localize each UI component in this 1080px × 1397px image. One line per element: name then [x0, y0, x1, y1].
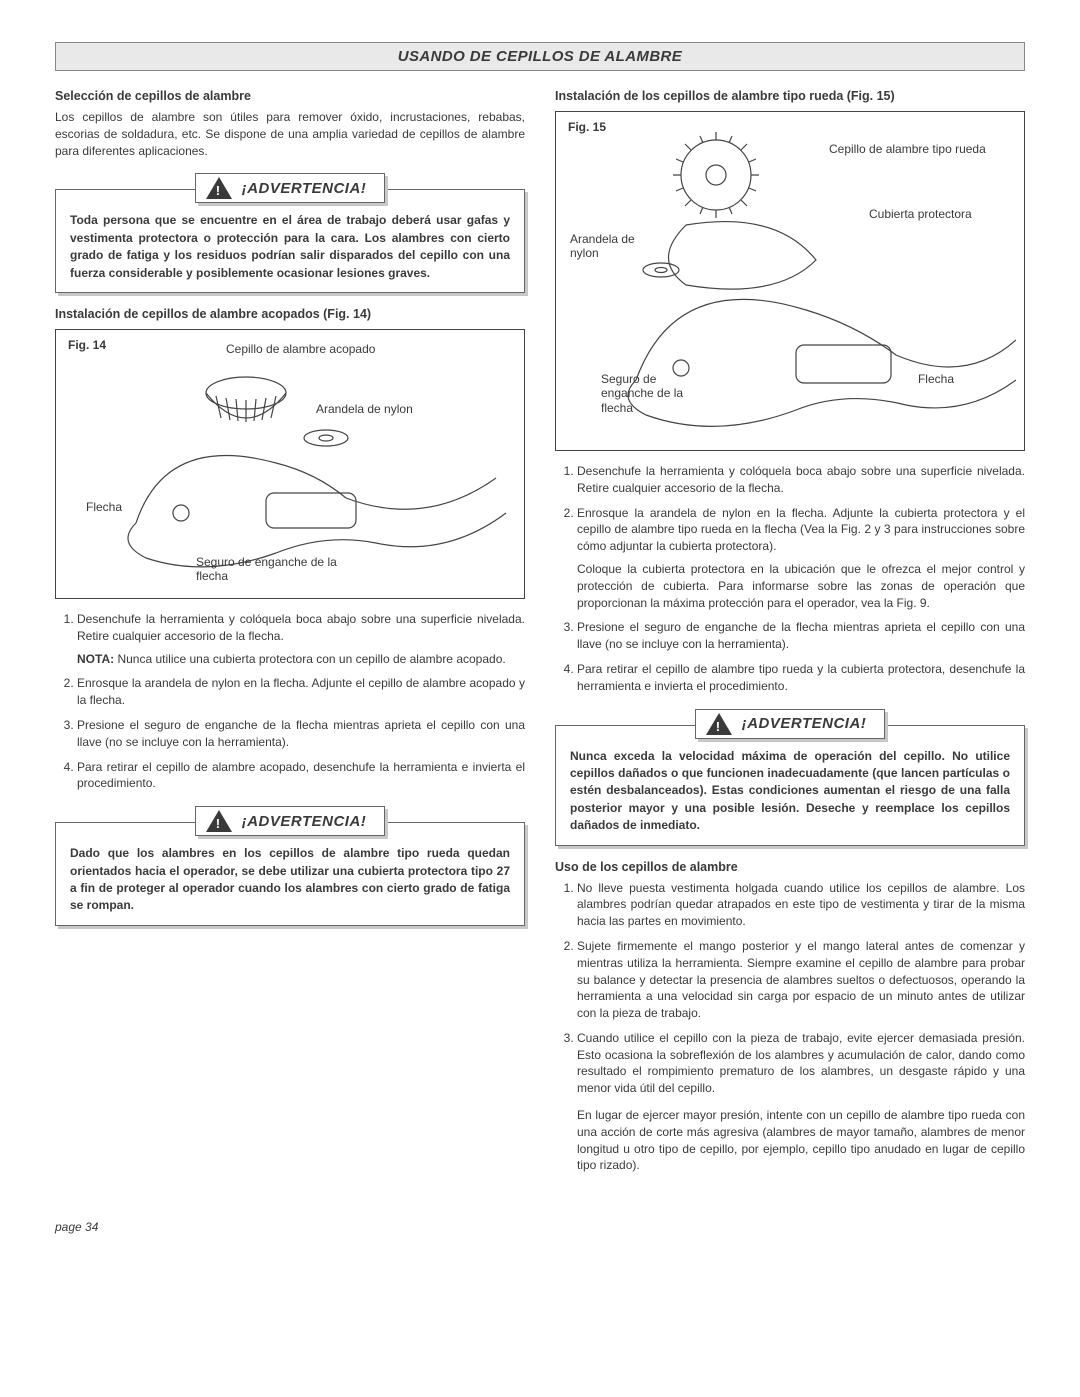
left-ol1-1: Desenchufe la herramienta y colóquela bo…: [77, 611, 525, 667]
warning-1-header: ¡ADVERTENCIA!: [195, 173, 386, 203]
right-ol1-2-sub: Coloque la cubierta protectora en la ubi…: [577, 561, 1025, 611]
left-column: Selección de cepillos de alambre Los cep…: [55, 85, 525, 1182]
left-ol1-3: Presione el seguro de enganche de la fle…: [77, 717, 525, 751]
warning-3-title: ¡ADVERTENCIA!: [742, 715, 867, 732]
right-ol1-2: Enrosque la arandela de nylon en la flec…: [577, 505, 1025, 612]
left-note-body: Nunca utilice una cubierta protectora co…: [117, 652, 505, 666]
right-ol1-3: Presione el seguro de enganche de la fle…: [577, 619, 1025, 653]
left-ol1: Desenchufe la herramienta y colóquela bo…: [55, 611, 525, 792]
fig15-ann-d: Seguro de enganche de la flecha: [601, 372, 691, 415]
right-ol1-4: Para retirar el cepillo de alambre tipo …: [577, 661, 1025, 695]
right-h1: Instalación de los cepillos de alambre t…: [555, 89, 1025, 103]
right-ol2-1: No lleve puesta vestimenta holgada cuand…: [577, 880, 1025, 930]
right-ol2-2: Sujete firmemente el mango posterior y e…: [577, 938, 1025, 1022]
left-h1: Selección de cepillos de alambre: [55, 89, 525, 103]
right-ol1: Desenchufe la herramienta y colóquela bo…: [555, 463, 1025, 695]
fig15-ann-c: Arandela de nylon: [570, 232, 640, 261]
fig14-ann-d: Seguro de enganche de la flecha: [196, 555, 356, 584]
warning-triangle-icon: [206, 810, 232, 832]
warning-1-title: ¡ADVERTENCIA!: [242, 180, 367, 197]
left-ol1-4: Para retirar el cepillo de alambre acopa…: [77, 759, 525, 793]
fig15-ann-e: Flecha: [918, 372, 954, 386]
fig14-ann-b: Arandela de nylon: [316, 402, 413, 416]
left-note-prefix: NOTA:: [77, 652, 114, 666]
warning-2-header: ¡ADVERTENCIA!: [195, 806, 386, 836]
left-p1: Los cepillos de alambre son útiles para …: [55, 109, 525, 159]
fig14-ann-a: Cepillo de alambre acopado: [226, 342, 375, 356]
right-ol2-3: Cuando utilice el cepillo con la pieza d…: [577, 1030, 1025, 1097]
warning-2-body: Dado que los alambres en los cepillos de…: [55, 822, 525, 926]
warning-3-header: ¡ADVERTENCIA!: [695, 709, 886, 739]
right-ol2-trail: En lugar de ejercer mayor presión, inten…: [577, 1107, 1025, 1174]
warning-3: ¡ADVERTENCIA! Nunca exceda la velocidad …: [555, 709, 1025, 846]
right-ol2: No lleve puesta vestimenta holgada cuand…: [555, 880, 1025, 1098]
fig14-ann-c: Flecha: [86, 500, 122, 514]
warning-1-body: Toda persona que se encuentre en el área…: [55, 189, 525, 293]
warning-3-body: Nunca exceda la velocidad máxima de oper…: [555, 725, 1025, 846]
left-h2: Instalación de cepillos de alambre acopa…: [55, 307, 525, 321]
page-footer: page 34: [55, 1220, 1025, 1234]
figure-14: Fig. 14: [55, 329, 525, 599]
left-ol1-2: Enrosque la arandela de nylon en la flec…: [77, 675, 525, 709]
warning-triangle-icon: [206, 177, 232, 199]
warning-1: ¡ADVERTENCIA! Toda persona que se encuen…: [55, 173, 525, 293]
section-title: USANDO DE CEPILLOS DE ALAMBRE: [55, 42, 1025, 71]
right-ol1-1: Desenchufe la herramienta y colóquela bo…: [577, 463, 1025, 497]
fig15-ann-b: Cubierta protectora: [869, 207, 1009, 221]
right-column: Instalación de los cepillos de alambre t…: [555, 85, 1025, 1182]
warning-2-title: ¡ADVERTENCIA!: [242, 813, 367, 830]
right-h2: Uso de los cepillos de alambre: [555, 860, 1025, 874]
warning-triangle-icon: [706, 713, 732, 735]
fig15-ann-a: Cepillo de alambre tipo rueda: [829, 142, 1009, 156]
warning-2: ¡ADVERTENCIA! Dado que los alambres en l…: [55, 806, 525, 926]
figure-15: Fig. 15: [555, 111, 1025, 451]
